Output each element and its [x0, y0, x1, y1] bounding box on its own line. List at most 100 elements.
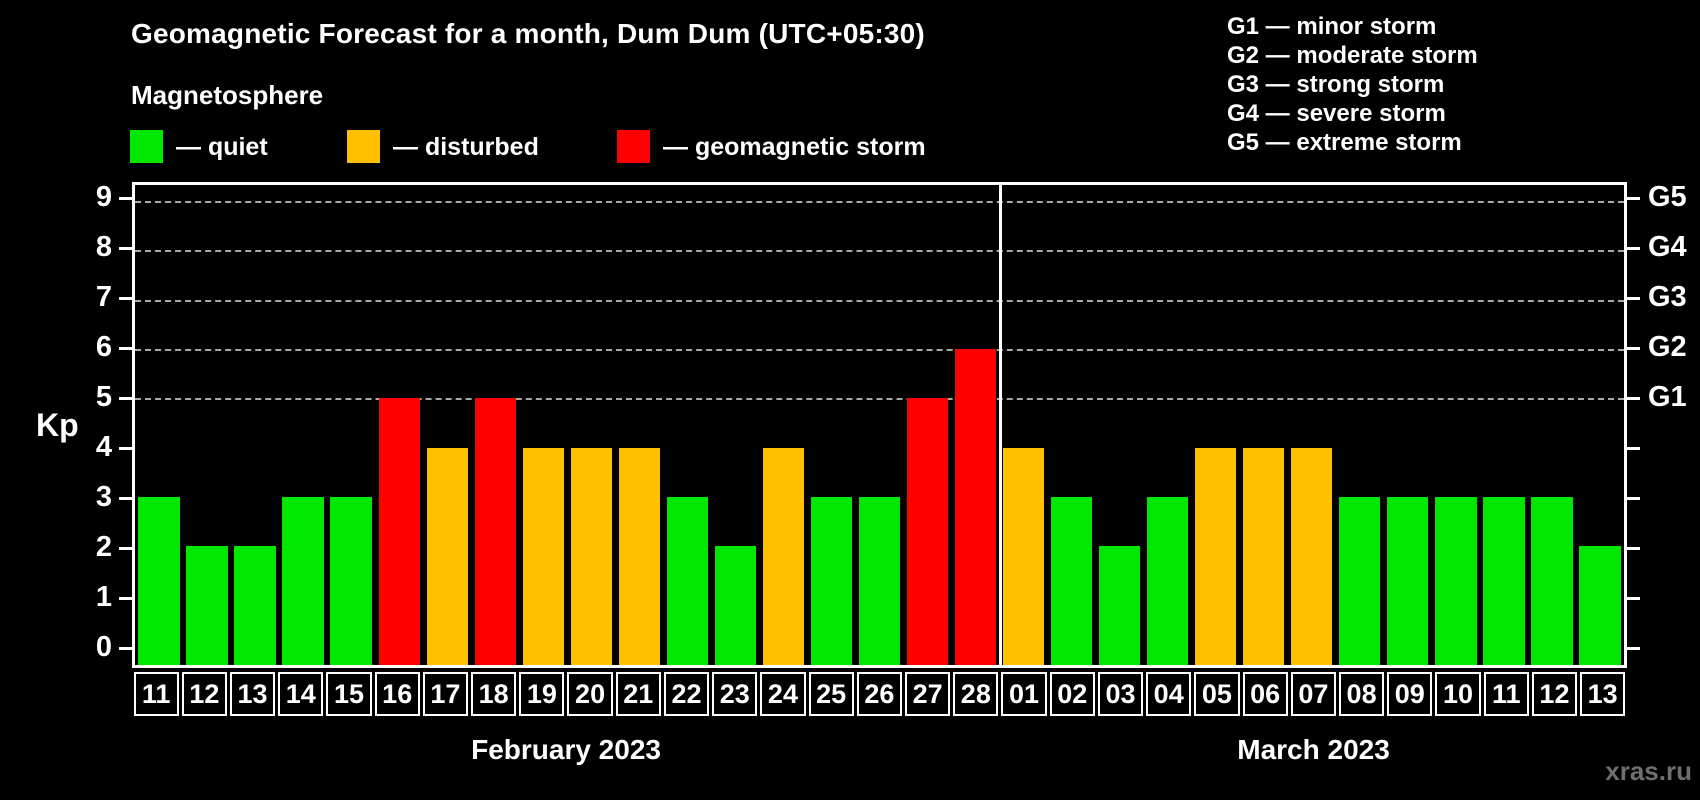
g4-legend-line: G4 — severe storm	[1227, 100, 1446, 127]
y-tick-right-9	[1627, 197, 1640, 200]
month-label-february: February 2023	[471, 734, 661, 765]
day-label-05: 05	[1194, 672, 1240, 716]
y-tick-left-0	[119, 647, 132, 650]
y-tick-left-3	[119, 497, 132, 500]
bar-slot	[135, 185, 183, 665]
day-label-03: 03	[1097, 672, 1144, 716]
kp-bar-february-14	[282, 497, 324, 665]
bar-slot	[1048, 185, 1096, 665]
day-label-09: 09	[1387, 672, 1433, 716]
right-axis-label-g3: G3	[1648, 280, 1687, 313]
y-tick-label-5: 5	[95, 380, 112, 413]
kp-bar-february-26	[858, 497, 901, 665]
watermark: xras.ru	[1605, 756, 1692, 786]
page-title: Geomagnetic Forecast for a month, Dum Du…	[131, 18, 925, 49]
day-label-17: 17	[422, 672, 469, 716]
right-axis-label-g5: G5	[1648, 180, 1687, 213]
storm-legend-swatch	[617, 130, 650, 163]
bar-slot	[807, 185, 855, 665]
day-label-28: 28	[953, 672, 999, 716]
gridline-kp-8	[135, 250, 1624, 253]
day-label-27: 27	[905, 672, 951, 716]
y-tick-right-7	[1627, 297, 1640, 300]
kp-bar-february-15	[330, 497, 372, 665]
kp-bar-march-08	[1339, 497, 1381, 665]
y-tick-left-2	[119, 547, 132, 550]
y-tick-label-0: 0	[95, 630, 112, 663]
gridline-kp-6	[135, 348, 1624, 351]
kp-bar-march-03	[1098, 546, 1141, 665]
y-tick-label-8: 8	[95, 230, 112, 263]
g1-legend-line: G1 — minor storm	[1227, 13, 1437, 40]
kp-bar-march-11	[1483, 497, 1525, 665]
g5-legend-line: G5 — extreme storm	[1227, 129, 1462, 156]
kp-bar-february-28	[954, 348, 997, 665]
day-label-25: 25	[808, 672, 854, 716]
bar-slot	[759, 185, 807, 665]
kp-bar-february-22	[666, 497, 708, 665]
bar-slot	[1192, 185, 1240, 665]
day-label-26: 26	[856, 672, 902, 716]
day-label-22: 22	[663, 672, 710, 716]
g3-legend-line: G3 — strong storm	[1227, 71, 1445, 98]
disturbed-legend-label: — disturbed	[393, 133, 539, 161]
day-label-18: 18	[471, 672, 517, 716]
month-separator-line	[998, 185, 1002, 665]
kp-bar-march-02	[1050, 497, 1093, 665]
bar-slot	[1000, 185, 1048, 665]
bar-slot	[1432, 185, 1480, 665]
kp-bar-february-17	[426, 447, 468, 665]
plot-area	[132, 182, 1627, 668]
bar-slot	[663, 185, 711, 665]
day-label-04: 04	[1146, 672, 1192, 716]
kp-bar-february-24	[762, 447, 805, 665]
kp-bar-february-19	[522, 447, 564, 665]
bar-slot	[1480, 185, 1528, 665]
y-tick-label-9: 9	[95, 180, 112, 213]
y-tick-right-5	[1627, 397, 1640, 400]
y-tick-right-0	[1627, 647, 1640, 650]
bar-slot	[519, 185, 567, 665]
storm-scale-legend: G1 — minor storm G2 — moderate storm G3 …	[1227, 12, 1478, 157]
kp-bar-march-13	[1579, 546, 1621, 665]
kp-bar-february-21	[618, 447, 660, 665]
bar-slot	[1240, 185, 1288, 665]
day-label-12: 12	[1531, 672, 1578, 716]
bar-slot	[1528, 185, 1576, 665]
y-tick-left-8	[119, 247, 132, 250]
y-axis-label-kp: Kp	[36, 407, 79, 443]
day-label-11: 11	[133, 672, 179, 716]
day-label-13: 13	[229, 672, 276, 716]
day-label-20: 20	[567, 672, 613, 716]
bar-slot	[1096, 185, 1144, 665]
kp-bar-march-10	[1435, 497, 1477, 665]
day-label-10: 10	[1435, 672, 1481, 716]
bar-slot	[855, 185, 903, 665]
day-label-07: 07	[1290, 672, 1336, 716]
day-label-06: 06	[1242, 672, 1288, 716]
day-label-01: 01	[1001, 672, 1047, 716]
y-tick-label-6: 6	[95, 330, 112, 363]
kp-bar-february-16	[378, 398, 420, 665]
g2-legend-line: G2 — moderate storm	[1227, 42, 1478, 69]
y-tick-left-5	[119, 397, 132, 400]
day-axis-row: 11 12 13 14 15 16 17 18 19 20 21 22 23 24 25 26 27 28 01 02…	[132, 672, 1627, 716]
storm-legend-label: — geomagnetic storm	[663, 133, 926, 161]
bars	[135, 185, 1624, 665]
y-tick-label-2: 2	[95, 530, 112, 563]
right-axis-label-g4: G4	[1648, 230, 1687, 263]
day-label-23: 23	[712, 672, 758, 716]
bar-slot	[615, 185, 663, 665]
kp-bar-february-11	[138, 497, 180, 665]
kp-bar-march-04	[1147, 497, 1189, 665]
quiet-legend-swatch	[130, 130, 163, 163]
bar-slot	[183, 185, 231, 665]
kp-bar-february-20	[570, 447, 612, 665]
y-tick-left-4	[119, 447, 132, 450]
day-label-16: 16	[374, 672, 420, 716]
bar-slot	[423, 185, 471, 665]
y-tick-right-3	[1627, 497, 1640, 500]
bar-slot	[1576, 185, 1624, 665]
day-label-02: 02	[1049, 672, 1095, 716]
